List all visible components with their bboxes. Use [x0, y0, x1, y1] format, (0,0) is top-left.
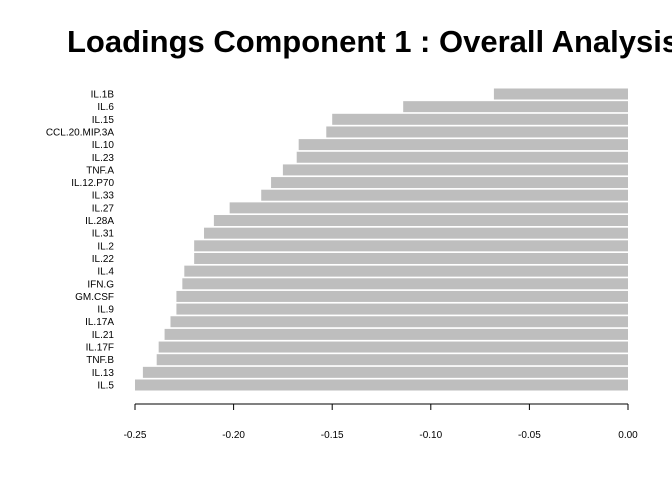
category-label: IL.9	[97, 305, 114, 316]
bar-IL.10	[298, 139, 628, 151]
category-label: IL.5	[97, 381, 114, 392]
bar-IL.28A	[213, 215, 628, 227]
bar-IL.22	[194, 252, 628, 264]
category-label: CCL.20.MIP.3A	[46, 127, 115, 138]
bar-CCL.20.MIP.3A	[326, 126, 628, 138]
bar-IL.31	[204, 227, 628, 239]
bar-IL.27	[229, 202, 628, 214]
x-tick-label: -0.15	[321, 430, 344, 441]
bar-IL.9	[176, 303, 629, 315]
bar-IFN.G	[182, 278, 628, 290]
bar-IL.5	[135, 379, 628, 391]
category-label: IL.23	[92, 153, 115, 164]
category-label: IL.2	[97, 241, 114, 252]
bar-IL.15	[332, 113, 628, 125]
category-label: IL.12.P70	[71, 178, 114, 189]
bar-GM.CSF	[176, 290, 629, 302]
category-label: IL.21	[92, 330, 115, 341]
bar-IL.21	[164, 328, 628, 340]
category-label: IL.15	[92, 115, 115, 126]
category-label: IL.17F	[86, 343, 114, 354]
category-label: IL.27	[92, 203, 115, 214]
bar-IL.12.P70	[271, 177, 628, 189]
bar-IL.23	[296, 151, 628, 163]
category-label: IL.31	[92, 229, 115, 240]
category-label: IL.22	[92, 254, 115, 265]
chart-title: Loadings Component 1 : Overall Analysis	[67, 24, 672, 59]
bar-IL.17A	[170, 316, 628, 328]
x-tick-label: 0.00	[618, 430, 638, 441]
category-label: TNF.A	[86, 165, 114, 176]
bar-TNF.B	[156, 354, 628, 366]
category-label: IL.1B	[91, 90, 115, 101]
x-tick-label: -0.05	[518, 430, 541, 441]
x-tick-label: -0.20	[222, 430, 245, 441]
category-label: IL.28A	[85, 216, 114, 227]
category-label: IFN.G	[87, 279, 114, 290]
bar-IL.4	[184, 265, 629, 277]
category-label: IL.4	[97, 267, 114, 278]
x-tick-label: -0.25	[124, 430, 147, 441]
category-label: TNF.B	[86, 355, 114, 366]
bar-IL.17F	[158, 341, 628, 353]
category-label: IL.6	[97, 102, 114, 113]
bar-IL.2	[194, 240, 628, 252]
bar-IL.13	[142, 366, 628, 378]
category-label: IL.17A	[85, 317, 114, 328]
category-label: IL.10	[92, 140, 115, 151]
category-label: IL.13	[92, 368, 115, 379]
bar-IL.1B	[493, 88, 628, 100]
x-tick-label: -0.10	[419, 430, 442, 441]
bar-TNF.A	[282, 164, 628, 176]
bar-IL.6	[403, 101, 628, 113]
bar-IL.33	[261, 189, 628, 201]
category-label: IL.33	[92, 191, 115, 202]
category-label: GM.CSF	[75, 292, 114, 303]
